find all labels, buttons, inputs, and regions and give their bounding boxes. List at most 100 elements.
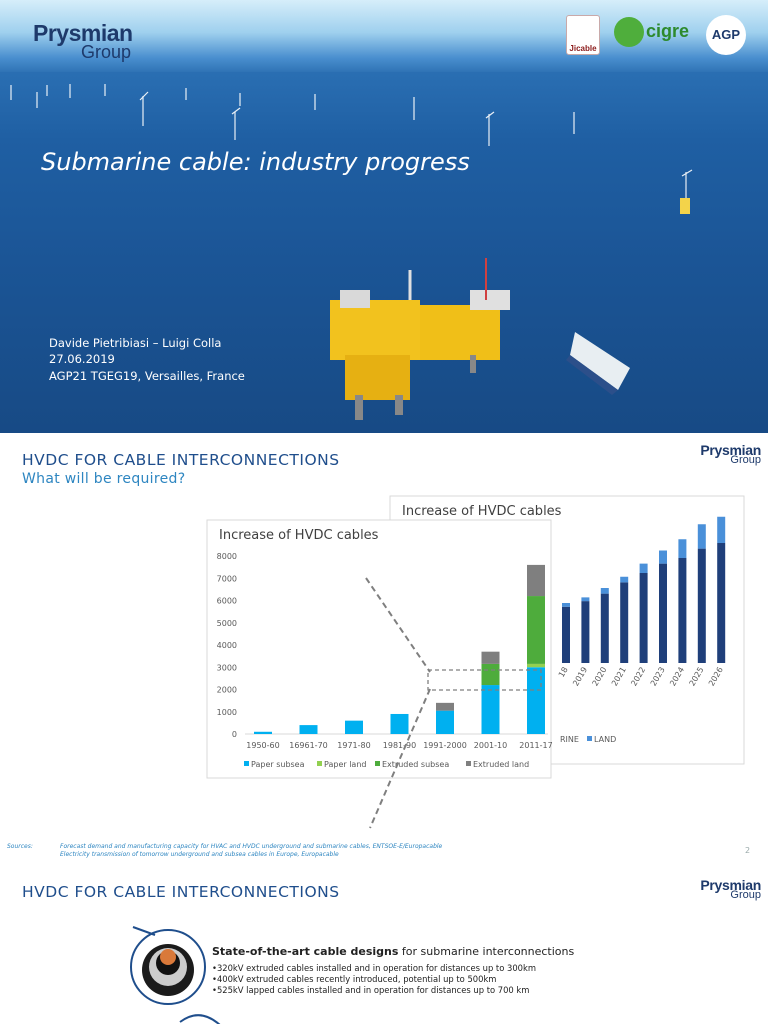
jicable-logo: Jicable	[566, 15, 600, 55]
heading-rest: for submarine interconnections	[398, 945, 575, 958]
forecast-bar-segment	[697, 524, 706, 549]
historical-bar-segment	[527, 663, 545, 668]
forecast-bar-segment	[620, 576, 629, 583]
historical-bar-segment	[436, 702, 454, 711]
historical-bar-segment	[481, 651, 500, 664]
cable-cross-section-image	[130, 926, 221, 1024]
logo-line-2: Group	[730, 454, 761, 466]
historical-y-tick-label: 8000	[217, 552, 237, 561]
vessel	[566, 332, 630, 395]
historical-bar-segment	[527, 667, 545, 734]
cable-design-heading: State-of-the-art cable designs for subma…	[212, 945, 574, 958]
presentation-date: 27.06.2019	[49, 352, 115, 366]
historical-x-tick-label: 1981-90	[383, 741, 416, 750]
historical-legend-swatch	[375, 761, 380, 766]
turbine-foundation	[680, 198, 690, 214]
logo-line-1: Prysmian	[700, 877, 761, 893]
slide-subtitle: What will be required?	[22, 471, 186, 487]
forecast-chart-title: Increase of HVDC cables	[402, 504, 562, 519]
historical-y-tick-label: 1000	[217, 708, 237, 717]
connector-line	[132, 926, 156, 936]
historical-bar-segment	[254, 731, 272, 734]
forecast-bar-segment	[639, 573, 648, 663]
source-line: Forecast demand and manufacturing capaci…	[60, 843, 443, 850]
prysmian-logo: Prysmian Group	[700, 878, 761, 901]
historical-bar-segment	[527, 564, 545, 597]
historical-y-tick-label: 0	[232, 730, 237, 739]
forecast-bar-segment	[678, 539, 687, 558]
logo-line-2: Group	[81, 42, 132, 62]
slide-title: HVDC FOR CABLE INTERCONNECTIONS	[22, 883, 340, 901]
historical-x-tick-label: 1950-60	[246, 741, 279, 750]
cable-bullet: •400kV extruded cables recently introduc…	[212, 974, 497, 984]
historical-y-tick-label: 3000	[217, 663, 237, 672]
heading-bold: State-of-the-art cable designs	[212, 945, 399, 958]
forecast-bar-segment	[697, 548, 706, 663]
historical-x-tick-label: 2011-17	[519, 741, 552, 750]
zoom-connector-line	[369, 688, 431, 829]
historical-bar-segment	[527, 596, 545, 664]
presentation-title: Submarine cable: industry progress	[41, 148, 470, 176]
historical-y-tick-label: 5000	[217, 619, 237, 628]
historical-y-tick-label: 2000	[217, 686, 237, 695]
historical-y-tick-label: 4000	[217, 641, 237, 650]
title-slide: Prysmian Group Jicable cigre AGP Submari…	[0, 0, 768, 433]
agp-logo: AGP	[706, 15, 746, 55]
historical-bar-segment	[345, 720, 363, 734]
page-number: 2	[745, 846, 751, 855]
source-line: Electricity transmission of tomorrow und…	[60, 851, 339, 858]
connector-arc	[179, 1014, 221, 1024]
historical-chart-title: Increase of HVDC cables	[219, 528, 379, 543]
historical-x-tick-label: 1991-2000	[423, 741, 467, 750]
forecast-bar-segment	[639, 563, 648, 573]
sources-label: Sources:	[7, 843, 33, 850]
cigre-leaf-icon	[614, 17, 644, 47]
historical-legend-swatch	[317, 761, 322, 766]
historical-chart-frame	[206, 519, 552, 779]
forecast-bar-segment	[717, 516, 726, 543]
cable-bullet: •525kV lapped cables installed and in op…	[212, 985, 530, 995]
logo-line-1: Prysmian	[700, 442, 761, 458]
historical-legend-label: Extruded land	[473, 760, 529, 769]
forecast-bar-segment	[678, 558, 687, 663]
prysmian-logo: Prysmian Group	[33, 20, 133, 62]
historical-y-tick-label: 6000	[217, 597, 237, 606]
forecast-legend-label: RINE	[560, 735, 579, 744]
slide-title: HVDC FOR CABLE INTERCONNECTIONS	[22, 451, 340, 469]
forecast-bar-segment	[600, 593, 609, 663]
cable-bullet: •320kV extruded cables installed and in …	[212, 963, 536, 973]
forecast-bar-segment	[717, 543, 726, 663]
historical-legend-label: Paper subsea	[251, 760, 305, 769]
cigre-logo-text: cigre	[646, 21, 690, 41]
offshore-platform	[330, 258, 510, 420]
forecast-x-tick-label: 18	[557, 666, 570, 679]
forecast-bar-segment	[581, 597, 590, 602]
presentation-event: AGP21 TGEG19, Versailles, France	[49, 369, 245, 383]
forecast-bar-segment	[562, 606, 570, 663]
historical-bar-segment	[299, 725, 318, 734]
historical-legend-swatch	[466, 761, 471, 766]
wind-turbines	[10, 84, 693, 212]
offshore-scene-image	[10, 84, 693, 420]
historical-y-tick-label: 7000	[217, 574, 237, 583]
forecast-bar-segment	[659, 563, 667, 663]
prysmian-logo: Prysmian Group	[700, 443, 761, 466]
forecast-legend-label: LAND	[594, 735, 616, 744]
zoom-highlight-box	[427, 669, 542, 691]
presentation-authors: Davide Pietribiasi – Luigi Colla	[49, 336, 222, 350]
historical-bar-segment	[390, 713, 409, 734]
historical-x-tick-label: 16961-70	[289, 741, 328, 750]
zoom-connector-line	[365, 577, 431, 673]
hvdc-required-slide: HVDC FOR CABLE INTERCONNECTIONS What wil…	[0, 433, 768, 867]
historical-bar-segment	[436, 710, 454, 734]
forecast-bar-segment	[620, 582, 629, 663]
historical-bar-segment	[481, 663, 500, 686]
cable-design-slide: HVDC FOR CABLE INTERCONNECTIONS Prysmian…	[0, 867, 768, 1024]
historical-x-tick-label: 1971-80	[337, 741, 370, 750]
cable-copper-conductor	[160, 949, 176, 965]
historical-legend-swatch	[244, 761, 249, 766]
forecast-bar-segment	[659, 550, 667, 564]
historical-legend-label: Extruded subsea	[382, 760, 449, 769]
logo-line-1: Prysmian	[33, 20, 133, 46]
